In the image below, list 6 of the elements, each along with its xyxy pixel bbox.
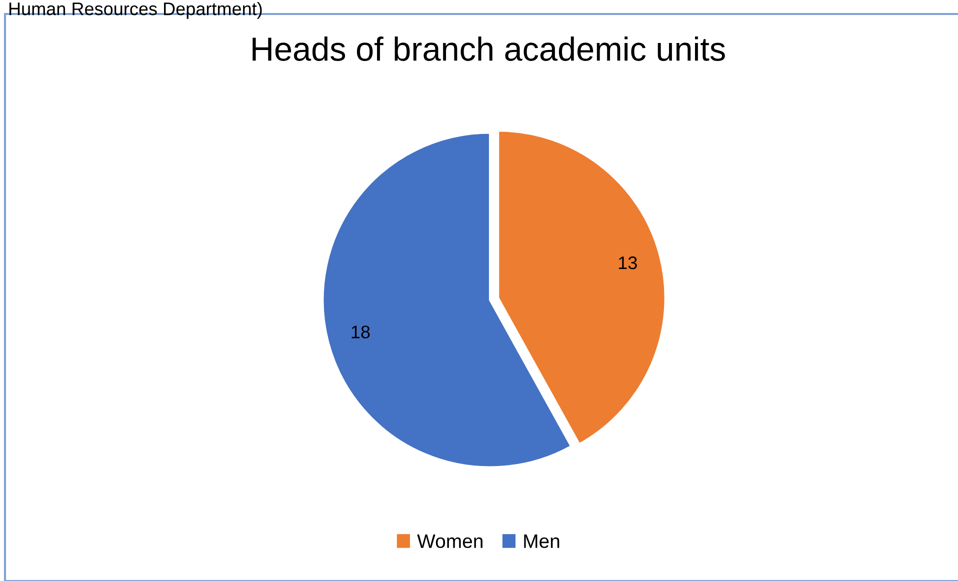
- legend-label: Women: [417, 534, 482, 548]
- text: Human Resources Department): [9, 2, 262, 19]
- chart-title: Heads of branch academic units: [252, 36, 725, 61]
- data-label: 13: [618, 256, 637, 270]
- data-label: 18: [352, 326, 370, 338]
- legend-label: Men: [524, 534, 560, 548]
